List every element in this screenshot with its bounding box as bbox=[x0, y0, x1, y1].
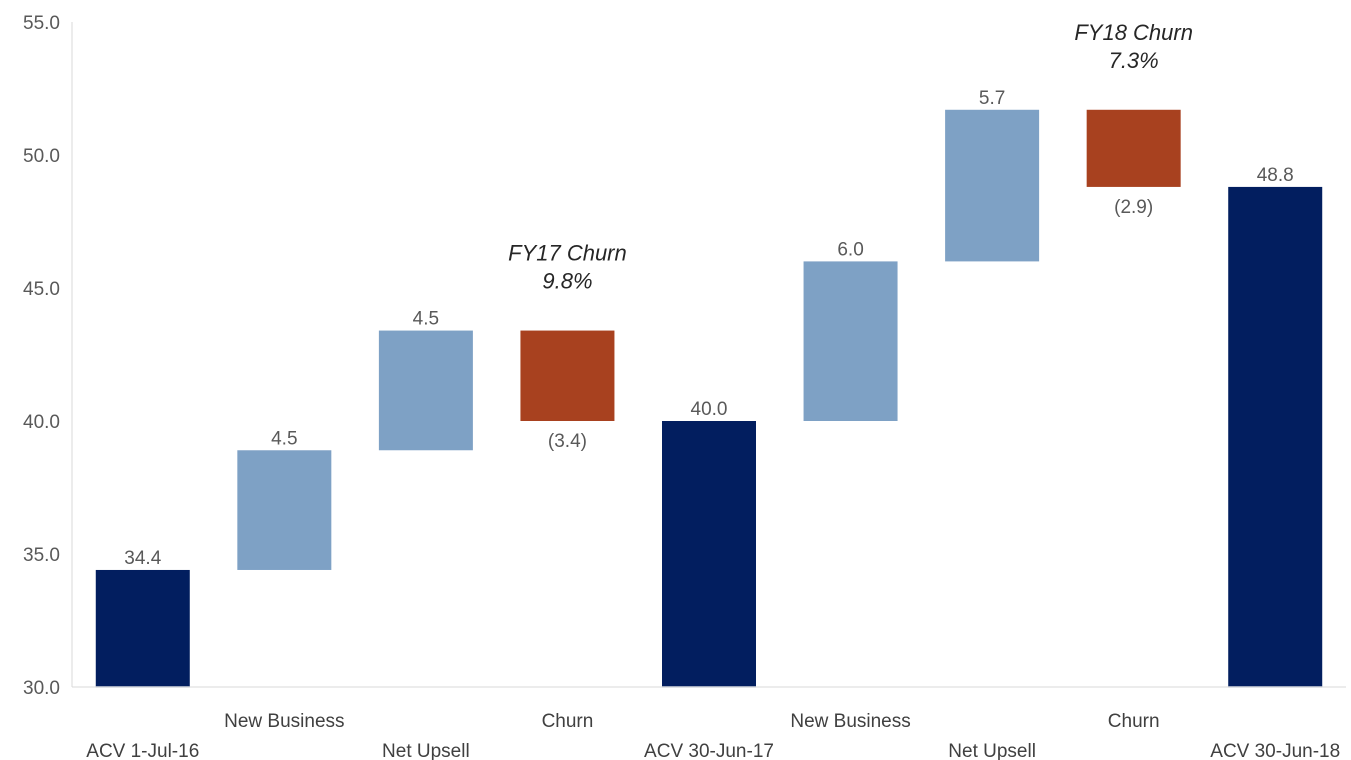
bar-increase bbox=[237, 450, 332, 570]
data-label: 4.5 bbox=[271, 428, 297, 449]
x-category-label: Net Upsell bbox=[948, 741, 1036, 760]
y-tick-label: 40.0 bbox=[23, 412, 60, 433]
churn-annotation: FY17 Churn bbox=[508, 241, 627, 266]
churn-annotation: 9.8% bbox=[542, 269, 592, 294]
y-tick-label: 35.0 bbox=[23, 545, 60, 566]
churn-annotation: FY18 Churn bbox=[1074, 20, 1193, 45]
x-category-label: Churn bbox=[1108, 711, 1160, 732]
bar-total bbox=[95, 569, 190, 687]
bar-increase bbox=[945, 109, 1040, 262]
data-label: 48.8 bbox=[1257, 165, 1294, 186]
x-category-label: New Business bbox=[224, 711, 344, 732]
y-tick-label: 50.0 bbox=[23, 146, 60, 167]
x-category-label: ACV 30-Jun-17 bbox=[644, 741, 774, 760]
bar-total bbox=[1228, 186, 1323, 688]
y-tick-label: 45.0 bbox=[23, 279, 60, 300]
x-category-label: ACV 30-Jun-18 bbox=[1210, 741, 1340, 760]
data-label: 5.7 bbox=[979, 88, 1005, 109]
y-tick-label: 30.0 bbox=[23, 678, 60, 699]
data-label: 34.4 bbox=[124, 548, 161, 569]
data-label: 4.5 bbox=[413, 309, 439, 330]
x-category-label: New Business bbox=[790, 711, 910, 732]
x-category-label: Net Upsell bbox=[382, 741, 470, 760]
x-category-label: ACV 1-Jul-16 bbox=[86, 741, 199, 760]
data-label: (2.9) bbox=[1114, 197, 1153, 218]
data-label: 6.0 bbox=[837, 239, 863, 260]
bar-increase bbox=[378, 330, 473, 451]
data-label: 40.0 bbox=[691, 399, 728, 420]
bar-decrease bbox=[1086, 109, 1181, 187]
bar-total bbox=[662, 421, 756, 687]
y-tick-label: 55.0 bbox=[23, 13, 60, 34]
x-category-label: Churn bbox=[542, 711, 594, 732]
churn-annotation: 7.3% bbox=[1109, 48, 1159, 73]
data-label: (3.4) bbox=[548, 431, 587, 452]
bar-decrease bbox=[520, 330, 615, 421]
bar-increase bbox=[803, 261, 898, 421]
